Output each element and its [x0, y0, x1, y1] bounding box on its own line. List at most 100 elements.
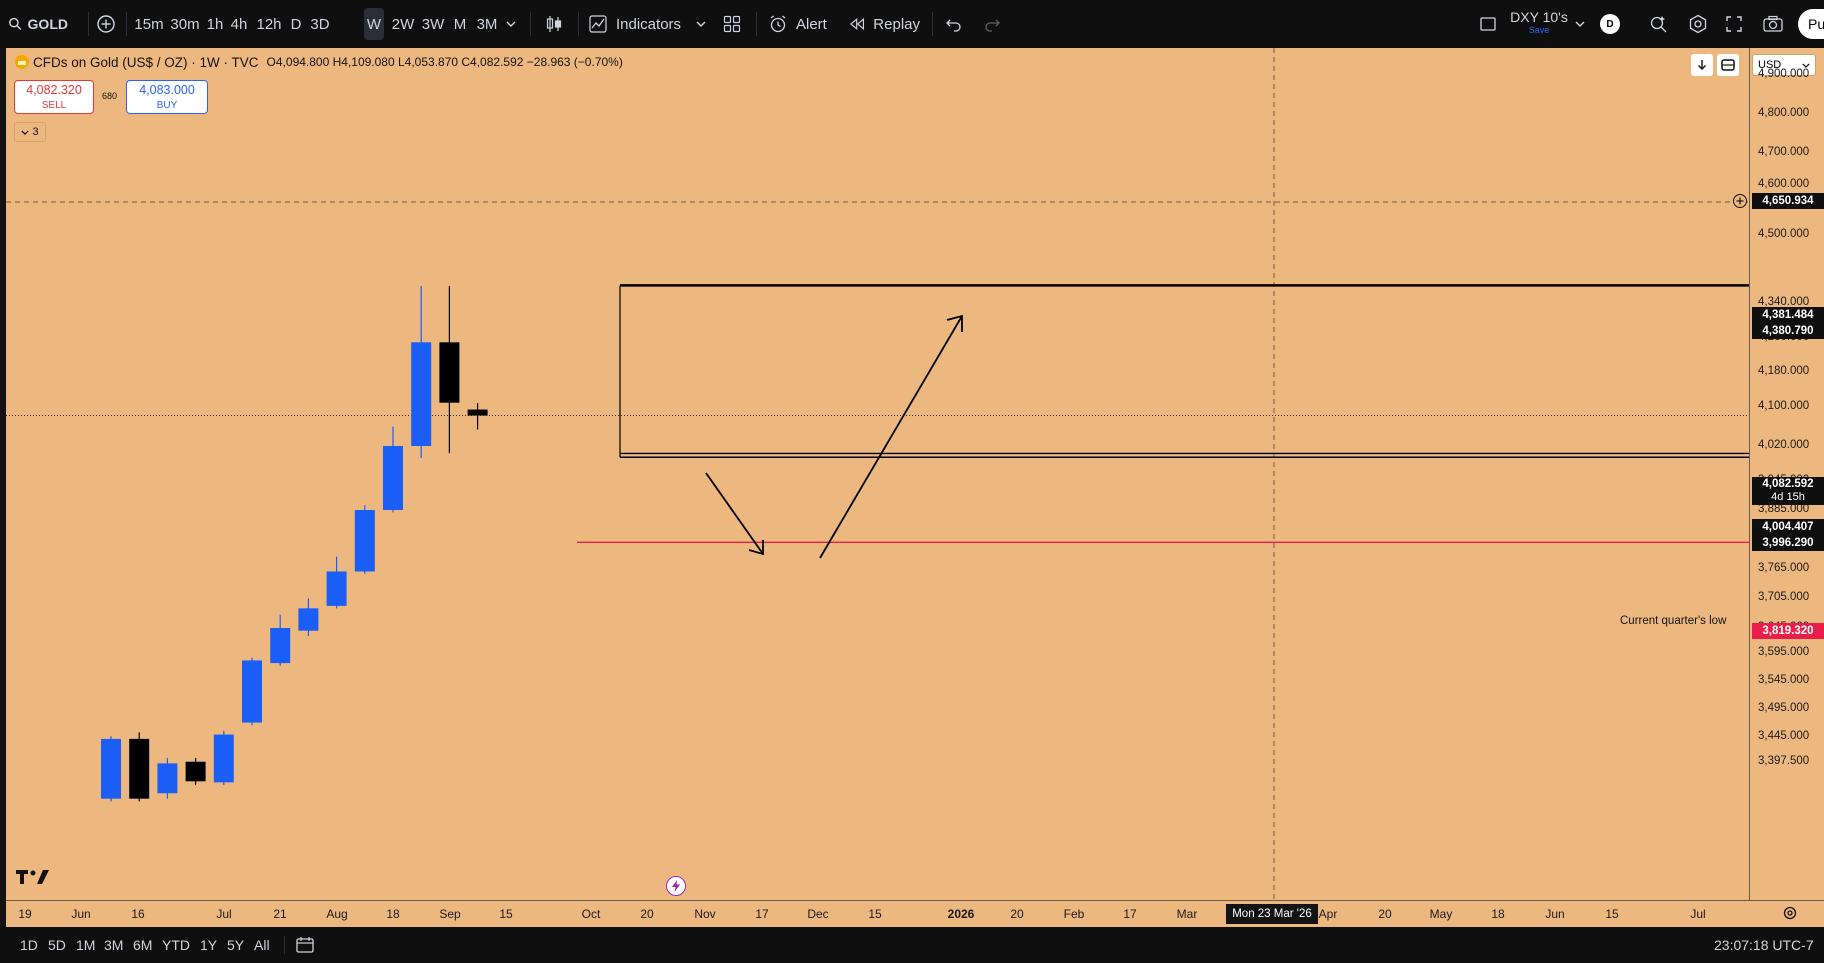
interval-label: D [290, 15, 302, 33]
indicators-dropdown[interactable] [694, 0, 708, 48]
buy-price: 4,083.000 [139, 83, 195, 97]
range-all[interactable]: All [254, 927, 270, 963]
time-tick-label: Feb [1063, 907, 1085, 921]
time-tick-label: 20 [1378, 907, 1392, 921]
add-alert-plus-button[interactable] [1733, 194, 1747, 208]
trading-panel-button[interactable] [1717, 54, 1739, 76]
interval-dropdown[interactable] [504, 0, 518, 48]
legend-ohlc: O4,094.800 H4,109.080 L4,053.870 C4,082.… [266, 55, 623, 69]
range-3m[interactable]: 3M [104, 927, 123, 963]
undo-button[interactable] [942, 0, 966, 48]
chevron-down-icon [696, 21, 706, 27]
price-tick-label: 4,100.000 [1758, 400, 1810, 412]
interval-3w[interactable]: 3W [420, 0, 446, 48]
interval-label: 3M [476, 15, 498, 33]
chevron-down-icon [21, 129, 30, 135]
box-bottom-price-tag: 4,004.407 [1752, 519, 1824, 535]
scroll-to-latest-button[interactable] [1691, 54, 1713, 76]
magnifier-sparkle-icon [1650, 16, 1667, 33]
price-tick-label: 4,600.000 [1758, 178, 1810, 190]
range-6m[interactable]: 6M [133, 927, 152, 963]
time-tick-label: Jul [216, 907, 232, 921]
time-tick-label: 18 [386, 907, 400, 921]
go-to-date-button[interactable] [295, 927, 315, 963]
top-toolbar: GOLD 15m 30m 1h 4h 12h D 3D W 2W 3W M 3M… [0, 0, 1824, 48]
indicators-button[interactable]: Indicators [588, 0, 704, 48]
range-1y[interactable]: 1Y [200, 927, 217, 963]
templates-button[interactable] [720, 0, 744, 48]
time-tick-label: Jun [1545, 907, 1565, 921]
candle-up [326, 571, 347, 606]
down-arrow-head [748, 540, 764, 556]
interval-2w[interactable]: 2W [390, 0, 416, 48]
interval-15m[interactable]: 15m [132, 0, 166, 48]
symbol-search-button[interactable]: GOLD [8, 0, 68, 48]
price-tick-label: 3,545.000 [1758, 674, 1810, 686]
plus-icon [1736, 197, 1744, 205]
fullscreen-button[interactable] [1722, 0, 1746, 48]
price-axis[interactable]: USD 4,900.000 4,800.000 4,700.000 4,600.000… [1733, 48, 1824, 900]
price-tick-label: 4,500.000 [1758, 228, 1810, 240]
last-price-tag: 4,082.592 4d 15h [1752, 477, 1824, 505]
interval-1d[interactable]: D [288, 0, 304, 48]
layout-dropdown[interactable] [1574, 0, 1586, 48]
chart-canvas[interactable] [6, 48, 1749, 900]
interval-3m[interactable]: 3M [474, 0, 500, 48]
indicators-collapse-button[interactable]: 3 [14, 122, 46, 142]
axis-settings-button[interactable] [1782, 905, 1798, 926]
gear-icon [1689, 14, 1707, 34]
replay-button[interactable]: Replay [848, 0, 920, 48]
interval-3d[interactable]: 3D [306, 0, 334, 48]
chevron-down-icon [506, 21, 516, 27]
currency-select[interactable]: USD [1752, 54, 1816, 76]
box-top-line-price-tag: 4,380.790 [1752, 323, 1824, 339]
publish-button[interactable]: Pu [1798, 0, 1824, 48]
chart-type-button[interactable] [540, 0, 568, 48]
time-axis[interactable]: 19 Jun 16 Jul 21 Aug 18 Sep 15 Oct 20 Nov 17 Dec 15 202… [6, 900, 1824, 927]
layout-name: DXY 10's [1510, 9, 1568, 25]
redo-button[interactable] [980, 0, 1004, 48]
alert-button[interactable]: Alert [768, 0, 834, 48]
interval-1h[interactable]: 1h [204, 0, 226, 48]
grid-icon [723, 15, 741, 33]
interval-1m[interactable]: M [452, 0, 468, 48]
candle-up [242, 660, 262, 723]
interval-label: W [366, 15, 382, 33]
time-tick-label: 15 [868, 907, 882, 921]
sell-button[interactable]: 4,082.320 SELL [14, 80, 94, 114]
time-tick-label: 16 [131, 907, 145, 921]
interval-12h[interactable]: 12h [254, 0, 284, 48]
range-5y[interactable]: 5Y [227, 927, 244, 963]
layout-save-status: Save [1528, 25, 1550, 35]
candle-down [185, 761, 206, 782]
range-1d[interactable]: 1D [20, 927, 38, 963]
range-label: All [254, 937, 270, 953]
fullscreen-icon [1726, 16, 1742, 32]
layout-name-button[interactable]: DXY 10's Save [1508, 0, 1570, 48]
layout-select-button[interactable] [1476, 0, 1500, 48]
interval-4h[interactable]: 4h [228, 0, 250, 48]
time-tick-label: 15 [1605, 907, 1619, 921]
buy-button[interactable]: 4,083.000 BUY [126, 80, 208, 114]
quick-search-button[interactable] [1647, 0, 1671, 48]
range-1m[interactable]: 1M [76, 927, 95, 963]
time-tick-label: Oct [581, 907, 601, 921]
compare-symbol-button[interactable] [94, 0, 118, 48]
settings-button[interactable] [1686, 0, 1710, 48]
interval-1w[interactable]: W [364, 8, 384, 40]
range-5d[interactable]: 5D [48, 927, 66, 963]
event-flash-button[interactable] [666, 876, 686, 896]
alert-label: Alert [796, 15, 827, 33]
time-tick-label: Dec [807, 907, 829, 921]
avatar[interactable]: D [1600, 0, 1620, 48]
interval-label: 2W [391, 15, 415, 33]
price-tick-label: 4,180.000 [1758, 365, 1810, 377]
add-circle-icon [97, 15, 115, 33]
snapshot-button[interactable] [1760, 0, 1786, 48]
chart-pane[interactable]: CFDs on Gold (US$ / OZ) · 1W · TVC O4,09… [6, 48, 1749, 900]
panel-icon [1721, 59, 1735, 71]
interval-30m[interactable]: 30m [166, 0, 204, 48]
clock-timezone[interactable]: 23:07:18 UTC-7 [1714, 927, 1814, 963]
time-tick-label: Aug [326, 907, 348, 921]
range-ytd[interactable]: YTD [162, 927, 190, 963]
